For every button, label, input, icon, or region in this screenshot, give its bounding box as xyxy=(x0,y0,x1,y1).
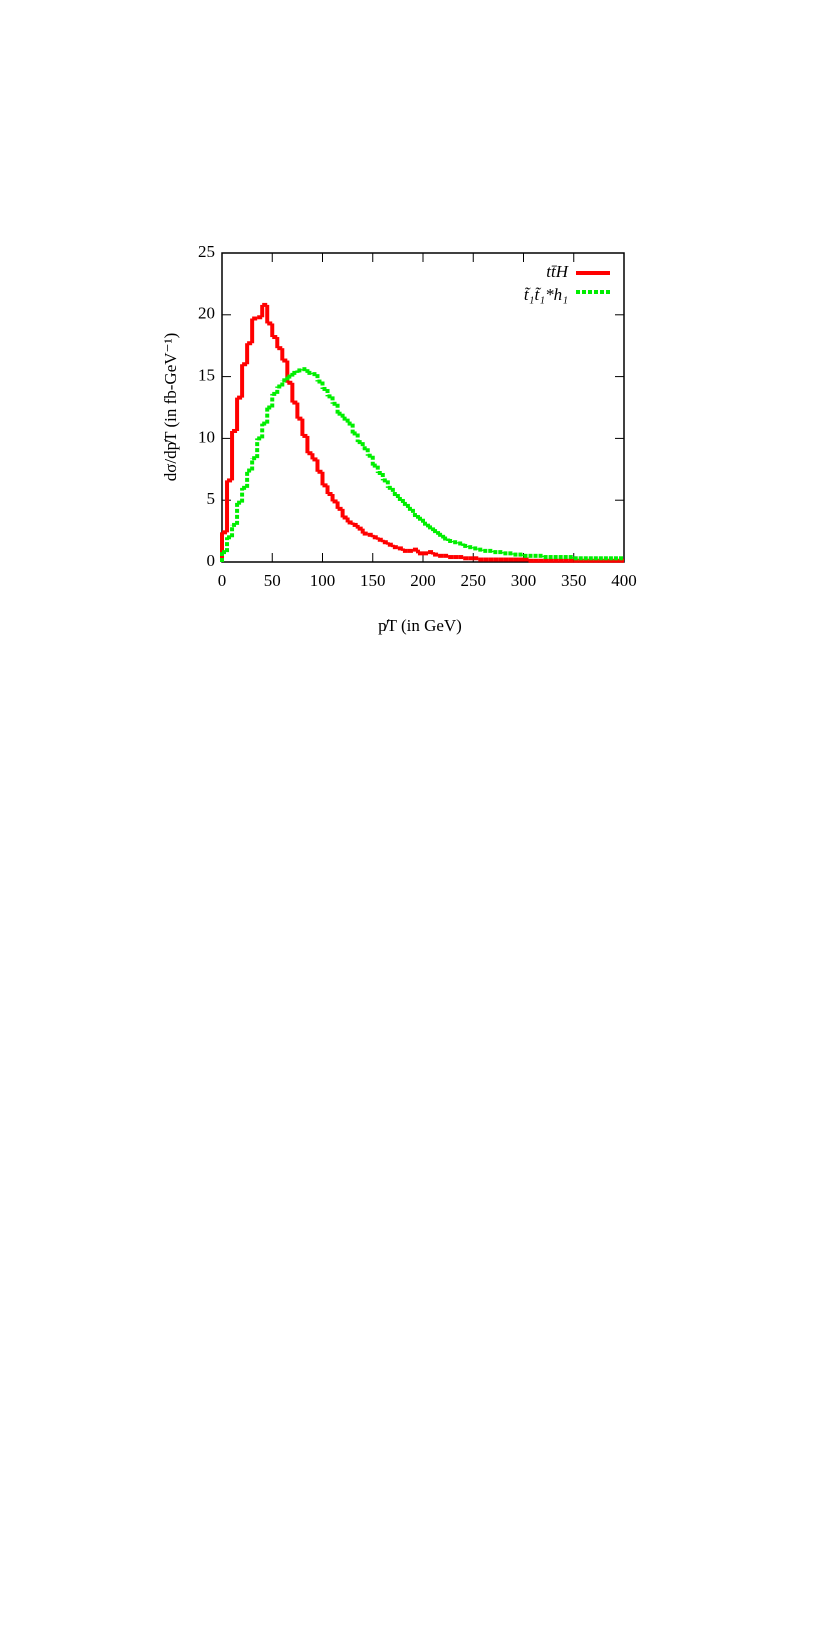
y-tick-label: 0 xyxy=(207,551,216,570)
x-tick-label: 400 xyxy=(611,571,637,590)
legend-label: tt̄H xyxy=(546,262,569,281)
x-tick-label: 350 xyxy=(561,571,587,590)
x-tick-label: 100 xyxy=(310,571,336,590)
x-tick-label: 300 xyxy=(511,571,537,590)
x-tick-label: 250 xyxy=(461,571,487,590)
x-tick-label: 0 xyxy=(218,571,227,590)
y-tick-label: 15 xyxy=(198,366,215,385)
x-tick-label: 150 xyxy=(360,571,386,590)
x-tick-label: 200 xyxy=(410,571,436,590)
y-axis-label: dσ/dp̸T (in fb-GeV⁻¹) xyxy=(161,333,180,482)
y-tick-label: 10 xyxy=(198,427,215,446)
y-tick-label: 25 xyxy=(198,242,215,261)
y-tick-label: 20 xyxy=(198,304,215,323)
x-axis-label: p̸T (in GeV) xyxy=(378,616,462,635)
y-tick-label: 5 xyxy=(207,489,216,508)
legend-label: t̃₁t̃₁*h₁ xyxy=(524,285,568,304)
x-tick-label: 50 xyxy=(264,571,281,590)
